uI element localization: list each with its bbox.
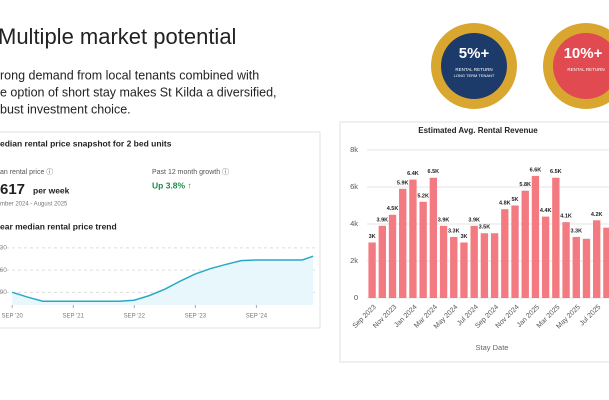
bar <box>388 214 397 298</box>
trend-title: ear median rental price trend <box>0 221 117 231</box>
price-unit: per week <box>33 185 70 195</box>
value-label: 3.9K <box>468 217 480 223</box>
bar <box>450 236 458 298</box>
bar <box>490 233 499 298</box>
value-label: 3K <box>460 234 467 240</box>
y-tick-label: 630 <box>0 245 7 252</box>
bar <box>572 236 580 298</box>
value-label: 3.9K <box>377 217 389 223</box>
bar <box>470 225 478 298</box>
value-label: 6.5K <box>428 169 440 175</box>
value-label: 3K <box>369 234 376 240</box>
badge: 10%+ RENTAL RETURN <box>543 23 609 109</box>
value-label: 4.2K <box>591 212 603 218</box>
body-line: rong demand from local tenants combined … <box>0 68 259 82</box>
y-tick-label: 560 <box>0 267 7 274</box>
bar <box>603 227 609 298</box>
period: mber 2024 - August 2025 <box>0 202 68 208</box>
badge-value: 5%+ <box>459 45 490 62</box>
value-label: 5.2K <box>417 193 429 199</box>
bar <box>593 220 601 298</box>
x-tick-label: Jul 2025 <box>579 304 603 328</box>
value-label: 6.6K <box>530 167 542 173</box>
price: 617 <box>0 181 25 198</box>
x-tick-label: SEP '22 <box>124 314 146 320</box>
bar <box>429 177 438 298</box>
chart-title: Estimated Avg. Rental Revenue <box>418 126 538 135</box>
value-label: 6.5K <box>550 169 562 175</box>
value-label: 5K <box>512 197 519 203</box>
badge: 5%+ RENTAL RETURN LONG TERM TENANT <box>431 23 517 109</box>
bar <box>521 190 529 298</box>
value-label: 4.5K <box>387 206 399 212</box>
x-tick-label: SEP '20 <box>2 314 24 320</box>
y-tick-label: 6k <box>350 182 358 191</box>
bar <box>378 225 386 298</box>
value-label: 4.4K <box>540 208 552 214</box>
value-label: 3.5K <box>479 225 491 231</box>
y-tick-label: 490 <box>0 289 7 296</box>
x-tick-label: SEP '24 <box>246 314 268 320</box>
bar <box>582 238 591 298</box>
badge-text: RENTAL RETURN <box>455 67 492 72</box>
value-label: 3.9K <box>438 217 450 223</box>
badge-text: LONG TERM TENANT <box>454 73 495 78</box>
growth: Up 3.8% ↑ <box>152 180 192 190</box>
growth-label: Past 12 month growth ⓘ <box>152 168 229 176</box>
bar <box>419 201 427 298</box>
snapshot-heading: edian rental price snapshot for 2 bed un… <box>0 138 172 148</box>
badge-core <box>553 33 609 99</box>
body-line: bust investment choice. <box>0 102 131 116</box>
bar <box>541 216 550 298</box>
bar <box>368 242 376 298</box>
bar <box>531 175 540 298</box>
bar <box>501 209 509 298</box>
x-tick-label: SEP '23 <box>185 314 207 320</box>
badge-value: 10%+ <box>564 45 603 62</box>
y-tick-label: 4k <box>350 219 358 228</box>
value-label: 3.3K <box>448 228 460 234</box>
x-tick-label: SEP '21 <box>63 314 85 320</box>
value-label: 6.4K <box>407 171 419 177</box>
badge-text: RENTAL RETURN <box>567 67 604 72</box>
bar <box>562 222 570 298</box>
bar <box>409 179 417 298</box>
slide-title: Multiple market potential <box>0 24 236 49</box>
value-label: 5.9K <box>397 180 409 186</box>
body-line: e option of short stay makes St Kilda a … <box>0 85 277 99</box>
x-axis-label: Stay Date <box>476 343 509 352</box>
value-label: 5.8K <box>519 182 531 188</box>
bar <box>552 177 560 298</box>
value-label: 4.1K <box>560 214 572 220</box>
bar <box>511 205 519 298</box>
y-tick-label: 2k <box>350 256 358 265</box>
value-label: 3.3K <box>570 228 582 234</box>
price-label: an rental price ⓘ <box>0 168 53 176</box>
bar <box>460 242 468 298</box>
bar <box>399 188 407 298</box>
y-tick-label: 8k <box>350 145 358 154</box>
bar <box>439 225 448 298</box>
chart-panel <box>339 121 609 363</box>
value-label: 4.8K <box>499 201 511 207</box>
badge-core <box>441 33 507 99</box>
bar <box>480 233 489 298</box>
y-tick-label: 0 <box>354 293 358 302</box>
snapshot-panel <box>0 131 321 329</box>
line <box>11 255 314 302</box>
area <box>12 256 314 305</box>
